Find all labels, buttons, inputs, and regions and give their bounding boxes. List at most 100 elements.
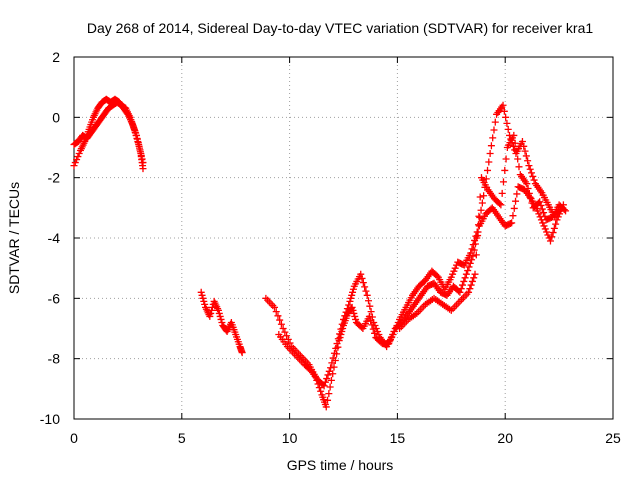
y-axis-label: SDTVAR / TECUs [6,182,22,294]
data-point [132,131,140,139]
data-point [322,403,330,411]
data-point [329,354,337,362]
data-point [367,308,375,316]
data-point [522,152,530,160]
data-point [286,339,294,347]
data-point [528,169,536,177]
data-point [394,318,402,326]
data-point [544,231,552,239]
data-point [368,313,376,321]
data-point [343,305,351,313]
data-point [75,150,83,158]
data-point [137,151,145,159]
data-point [215,309,223,317]
data-point [321,378,329,386]
data-point [320,382,328,390]
data-point [462,270,470,278]
data-point [349,285,357,293]
data-point [485,158,493,166]
data-point [284,335,292,343]
x-tick-label: 0 [70,430,78,446]
data-point [447,273,455,281]
data-point [330,349,338,357]
data-point [500,107,508,115]
data-point [465,263,473,271]
data-point [433,272,441,280]
data-point [499,178,507,186]
data-point [199,294,207,302]
data-point [560,206,568,214]
data-point [363,291,371,299]
data-point [134,137,142,145]
data-point [450,267,458,275]
data-point [358,274,366,282]
data-point [334,335,342,343]
data-point [540,209,548,217]
data-point [464,267,472,275]
data-point [467,249,475,257]
data-point [218,318,226,326]
data-point [474,221,482,229]
data-point [340,315,347,323]
axis-ticks [73,56,614,420]
y-tick-label: -6 [48,290,61,306]
data-point [348,291,356,299]
x-tick-label: 5 [178,430,186,446]
data-point [474,232,482,240]
y-tick-labels: -10 -8 -6 -4 -2 0 2 [40,49,60,427]
data-point [457,285,465,293]
data-point [374,328,382,336]
data-point [349,288,357,296]
data-point [502,155,510,163]
data-point [139,159,147,167]
data-point [562,207,570,215]
grid [74,57,613,419]
data-point [371,321,379,329]
data-point [487,142,495,150]
data-point [206,312,214,320]
data-point [528,199,536,207]
data-point [327,376,335,384]
data-point [272,308,280,316]
y-tick-label: -4 [48,230,61,246]
data-point [365,297,373,305]
data-point [73,156,81,164]
chart-title: Day 268 of 2014, Sidereal Day-to-day VTE… [87,20,593,36]
data-point [361,283,369,291]
data-point [338,320,346,328]
data-point [461,274,469,282]
data-point [497,201,505,209]
data-point [208,306,216,314]
data-point [480,192,488,200]
data-point [279,325,287,332]
data-point [326,383,334,391]
x-tick-label: 15 [390,430,406,446]
y-tick-label: -2 [48,170,61,186]
data-point [490,126,498,134]
data-point [324,371,332,379]
data-points [70,95,570,411]
data-point [336,330,344,338]
data-point [342,308,350,316]
data-point [498,189,506,197]
data-point [524,185,532,193]
data-point [359,279,367,287]
data-point [470,274,478,282]
data-point [511,139,519,147]
y-tick-label: -8 [48,351,61,367]
data-point [534,207,542,215]
x-tick-label: 10 [282,430,298,446]
data-point [325,390,333,398]
data-point [325,367,333,375]
data-point [467,281,475,289]
x-axis-label: GPS time / hours [287,457,394,473]
data-point [207,309,215,317]
data-point [131,128,139,136]
data-point [525,162,533,170]
data-point [508,219,516,227]
data-point [550,224,558,232]
data-point [281,328,289,336]
data-point [526,165,534,173]
data-point [468,245,476,253]
